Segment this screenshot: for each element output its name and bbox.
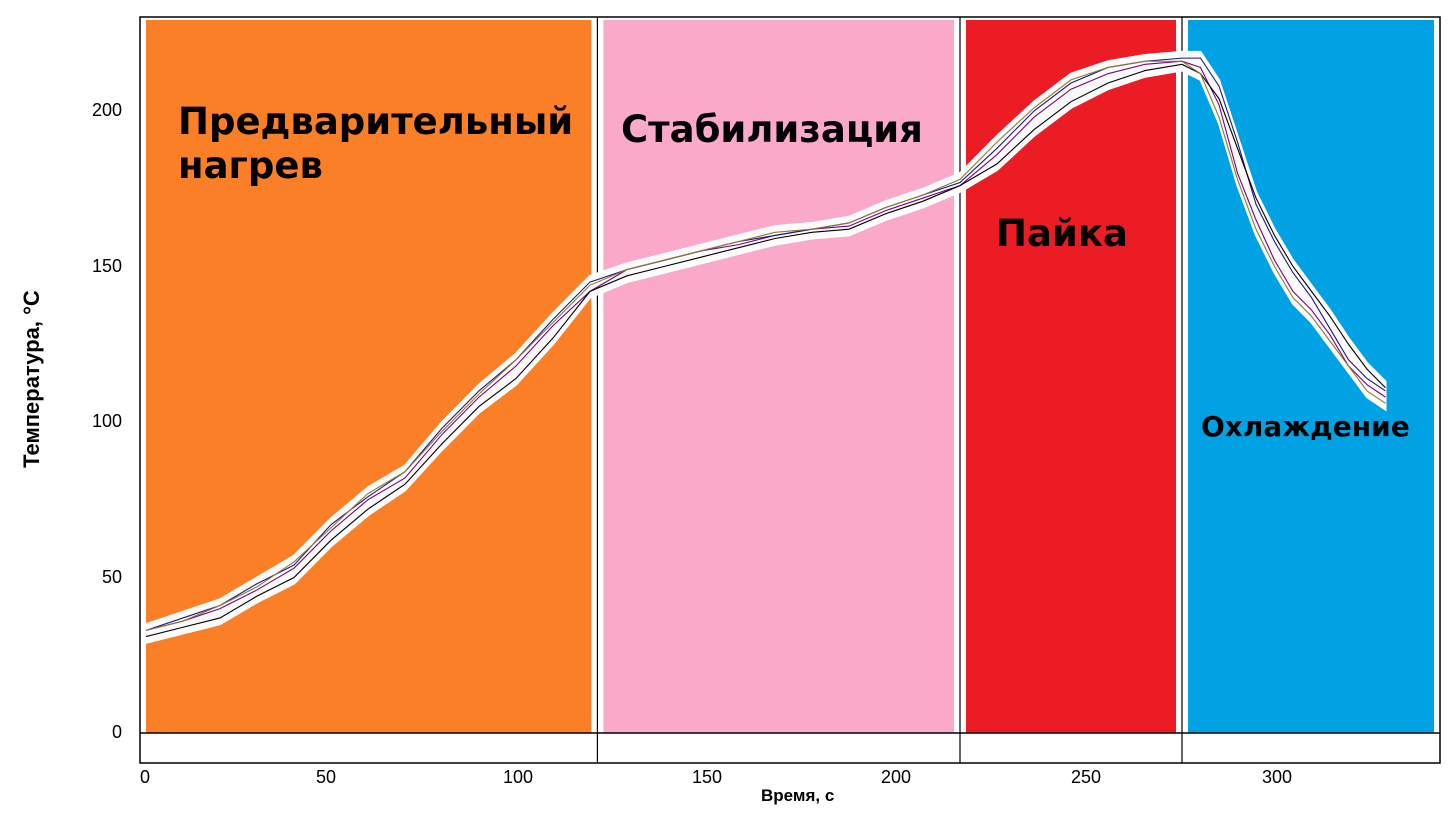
y-tick-50: 50 xyxy=(102,567,123,587)
y-tick-150: 150 xyxy=(92,256,123,276)
zone-1 xyxy=(603,20,954,733)
x-tick-250: 250 xyxy=(1071,767,1102,787)
x-tick-50: 50 xyxy=(316,767,337,787)
x-tick-300: 300 xyxy=(1262,767,1293,787)
zone-2 xyxy=(966,20,1176,733)
zone-label-preheat-line2: нагрев xyxy=(178,144,323,188)
zone-label-preheat: Предварительный нагрев xyxy=(178,100,573,189)
x-tick-0: 0 xyxy=(140,767,151,787)
y-tick-0: 0 xyxy=(112,722,123,742)
x-tick-100: 100 xyxy=(503,767,534,787)
series-line-3 xyxy=(145,60,1386,631)
zone-label-preheat-line1: Предварительный xyxy=(178,100,574,143)
profile-lines xyxy=(145,57,1386,638)
y-tick-100: 100 xyxy=(92,411,123,431)
plot-frame xyxy=(139,16,1441,764)
y-tick-200: 200 xyxy=(92,100,123,120)
y-axis-title: Температура, °С xyxy=(19,290,44,468)
zone-label-reflow: Пайка xyxy=(996,212,1128,255)
profile-band xyxy=(145,50,1387,645)
zone-label-soak: Стабилизация xyxy=(621,108,923,151)
x-tick-200: 200 xyxy=(881,767,912,787)
zone-backgrounds xyxy=(146,20,1434,733)
series-line-2 xyxy=(145,63,1386,638)
series-line-0 xyxy=(145,60,1386,631)
x-tick-150: 150 xyxy=(692,767,723,787)
x-axis-title: Время, с xyxy=(761,786,835,805)
zone-label-cooling: Охлаждение xyxy=(1201,410,1410,443)
zone-dividers xyxy=(596,17,1183,763)
